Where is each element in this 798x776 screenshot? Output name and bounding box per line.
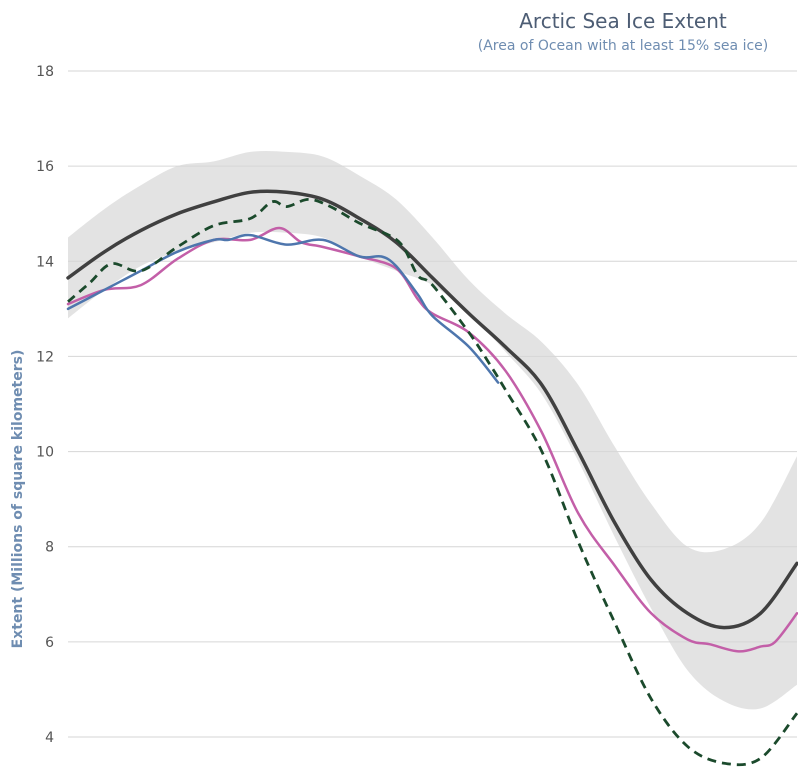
- y-tick-label: 6: [45, 635, 54, 651]
- y-tick-label: 14: [36, 254, 54, 270]
- y-tick-label: 10: [36, 445, 54, 461]
- range-band: [68, 150, 797, 710]
- gridline-overlay: [68, 70, 797, 738]
- series-layer: [66, 189, 798, 767]
- y-axis-label: Extent (Millions of square kilometers): [10, 350, 26, 649]
- series-line-median: [66, 189, 798, 630]
- series-line-dashed: [67, 198, 798, 767]
- y-tick-label: 16: [36, 159, 54, 175]
- chart-title: Arctic Sea Ice Extent: [519, 9, 727, 33]
- y-tick-label: 12: [36, 349, 54, 365]
- tick-layer: 4 6 8 10 12 14 16 18: [36, 64, 54, 746]
- y-tick-label: 8: [45, 540, 54, 556]
- band-layer: [68, 150, 797, 710]
- y-tick-label: 4: [45, 730, 54, 746]
- y-tick-label: 18: [36, 64, 54, 80]
- chart-subtitle: (Area of Ocean with at least 15% sea ice…: [478, 38, 768, 54]
